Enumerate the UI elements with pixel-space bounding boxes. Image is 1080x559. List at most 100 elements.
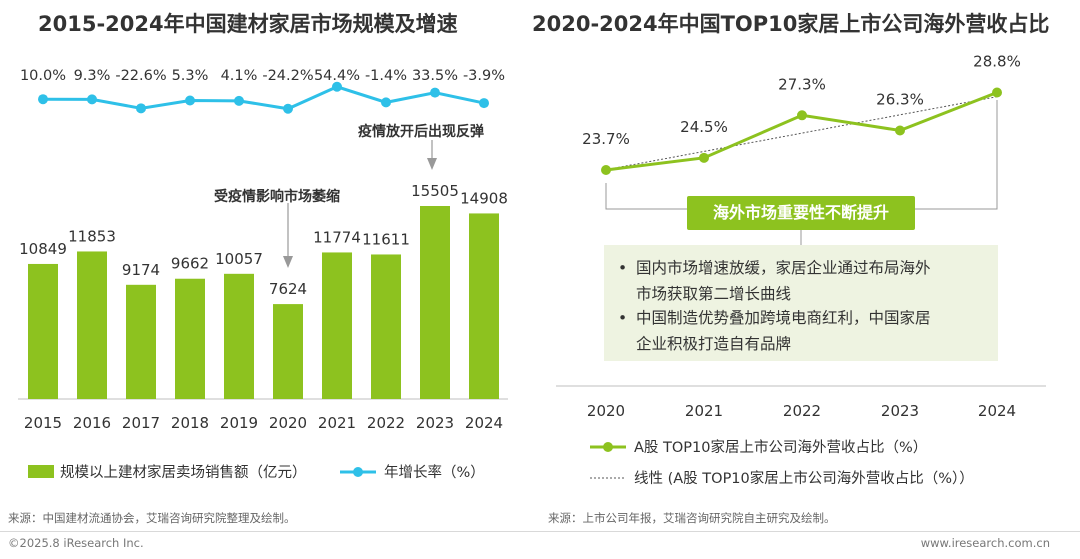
- right-x-tick-label-2022: 2022: [783, 402, 821, 420]
- bar-2018: [175, 278, 205, 399]
- right-x-tick-label-2021: 2021: [685, 402, 723, 420]
- bar-value-label-2017: 9174: [122, 261, 160, 279]
- growth-label-2018: 5.3%: [172, 68, 209, 84]
- growth-label-2023: 33.5%: [412, 68, 458, 84]
- right-legend-line: A股 TOP10家居上市公司海外营收占比（%）: [588, 436, 927, 457]
- bar-value-label-2021: 11774: [313, 228, 361, 246]
- rebound-annotation: 疫情放开后出现反弹: [358, 124, 484, 140]
- note-box: • 国内市场增速放缓，家居企业通过布局海外 市场获取第二增长曲线 • 中国制造优…: [604, 245, 998, 361]
- x-tick-label-2024: 2024: [465, 414, 503, 432]
- bullet-2-line-2: 企业积极打造自有品牌: [636, 335, 792, 353]
- growth-point-2024: [479, 98, 489, 109]
- x-tick-label-2023: 2023: [416, 414, 454, 432]
- growth-label-2019: 4.1%: [221, 68, 258, 84]
- growth-label-2021: 54.4%: [314, 68, 360, 84]
- bar-2021: [322, 252, 352, 399]
- bar-value-label-2018: 9662: [171, 255, 209, 273]
- left-chart-title: 2015-2024年中国建材家居市场规模及增速: [38, 12, 458, 36]
- rebound-arrow-head: [427, 158, 437, 170]
- growth-point-2019: [234, 95, 244, 106]
- growth-label-2024: -3.9%: [463, 68, 505, 84]
- bullet-2-line-1: 中国制造优势叠加跨境电商红利，中国家居: [636, 309, 931, 327]
- right-legend-line-swatch: [590, 441, 626, 452]
- right-x-tick-label-2020: 2020: [587, 402, 625, 420]
- right-x-tick-label-2024: 2024: [978, 402, 1016, 420]
- right-chart-title: 2020-2024年中国TOP10家居上市公司海外营收占比: [532, 12, 1050, 36]
- growth-label-2015: 10.0%: [20, 68, 66, 84]
- growth-rate-line: [42, 85, 485, 111]
- bar-2020: [273, 304, 303, 399]
- bar-value-label-2016: 11853: [68, 227, 116, 245]
- legend-bar-label: 规模以上建材家居卖场销售额（亿元）: [60, 465, 307, 481]
- overseas-point-2022: [797, 110, 807, 121]
- growth-label-2017: -22.6%: [115, 68, 166, 84]
- growth-label-2022: -1.4%: [365, 68, 407, 84]
- bracket-right: [915, 100, 998, 210]
- x-tick-label-2019: 2019: [220, 414, 258, 432]
- growth-point-2018: [185, 95, 195, 106]
- x-tick-label-2022: 2022: [367, 414, 405, 432]
- bullet-dot: •: [618, 309, 628, 327]
- x-tick-label-2015: 2015: [24, 414, 62, 432]
- right-source: 来源：上市公司年报，艾瑞咨询研究院自主研究及绘制。: [548, 511, 836, 525]
- overseas-point-2021: [699, 152, 709, 163]
- legend-line-swatch: [340, 466, 376, 477]
- note-bullet-1: • 国内市场增速放缓，家居企业通过布局海外 市场获取第二增长曲线: [618, 255, 931, 307]
- legend-bar-swatch: [28, 465, 54, 478]
- bar-2016: [77, 251, 107, 399]
- overseas-label-2023: 26.3%: [876, 90, 924, 108]
- x-tick-label-2021: 2021: [318, 414, 356, 432]
- bar-value-label-2022: 11611: [362, 230, 410, 248]
- bar-2019: [224, 273, 254, 399]
- right-x-tick-label-2023: 2023: [881, 402, 919, 420]
- callout-label: 海外市场重要性不断提升: [687, 196, 915, 230]
- growth-point-2016: [87, 94, 97, 105]
- bar-value-label-2019: 10057: [215, 250, 263, 268]
- growth-point-2022: [381, 97, 391, 108]
- bar-value-label-2023: 15505: [411, 182, 459, 200]
- covid-arrow-head: [283, 256, 293, 268]
- growth-point-2020: [283, 103, 293, 114]
- bar-value-label-2024: 14908: [460, 189, 508, 207]
- footer-copyright: ©2025.8 iResearch Inc.: [8, 536, 144, 550]
- left-source: 来源：中国建材流通协会，艾瑞咨询研究院整理及绘制。: [8, 511, 296, 525]
- covid-annotation: 受疫情影响市场萎缩: [214, 189, 340, 205]
- overseas-label-2021: 24.5%: [680, 118, 728, 136]
- bar-2022: [371, 254, 401, 399]
- bar-value-label-2020: 7624: [269, 280, 307, 298]
- growth-point-2015: [38, 94, 48, 105]
- growth-point-2021: [332, 81, 342, 92]
- x-tick-label-2018: 2018: [171, 414, 209, 432]
- footer-website: www.iresearch.com.cn: [920, 536, 1050, 550]
- growth-point-2017: [136, 103, 146, 114]
- note-bullet-2: • 中国制造优势叠加跨境电商红利，中国家居 企业积极打造自有品牌: [618, 305, 931, 357]
- x-tick-label-2016: 2016: [73, 414, 111, 432]
- right-legend-trend: 线性 (A股 TOP10家居上市公司海外营收占比（%））: [588, 467, 974, 488]
- bar-2015: [28, 263, 58, 399]
- overseas-share-line: [605, 91, 998, 172]
- right-legend-line-label: A股 TOP10家居上市公司海外营收占比（%）: [634, 440, 928, 456]
- left-legend-bar: 规模以上建材家居卖场销售额（亿元）: [28, 461, 307, 482]
- x-tick-label-2017: 2017: [122, 414, 160, 432]
- growth-label-2016: 9.3%: [74, 68, 111, 84]
- bullet-1-line-1: 国内市场增速放缓，家居企业通过布局海外: [636, 259, 931, 277]
- overseas-revenue-chart: 2020 2021 2022 2023 2024 23.7% 24.5% 27.3% 26.3%…: [556, 52, 1046, 420]
- bar-2023: [420, 206, 450, 399]
- overseas-point-2024: [992, 87, 1002, 98]
- growth-point-2023: [430, 87, 440, 98]
- market-size-chart: 10849 2015 11853 2016 9174 2017 9662 2018 10057 2…: [18, 68, 508, 432]
- bar-2024: [469, 213, 499, 399]
- linear-trend-line: [605, 96, 998, 171]
- left-legend-line: 年增长率（%）: [338, 461, 485, 482]
- bar-value-label-2015: 10849: [19, 240, 67, 258]
- bullet-dot: •: [618, 259, 628, 277]
- legend-line-label: 年增长率（%）: [384, 465, 485, 481]
- x-tick-label-2020: 2020: [269, 414, 307, 432]
- bracket-left: [605, 183, 687, 210]
- bar-2017: [126, 284, 156, 399]
- overseas-point-2020: [601, 165, 611, 175]
- footer-divider: [0, 531, 1080, 532]
- overseas-label-2024: 28.8%: [973, 52, 1021, 70]
- overseas-label-2022: 27.3%: [778, 75, 826, 93]
- bullet-1-line-2: 市场获取第二增长曲线: [636, 285, 792, 303]
